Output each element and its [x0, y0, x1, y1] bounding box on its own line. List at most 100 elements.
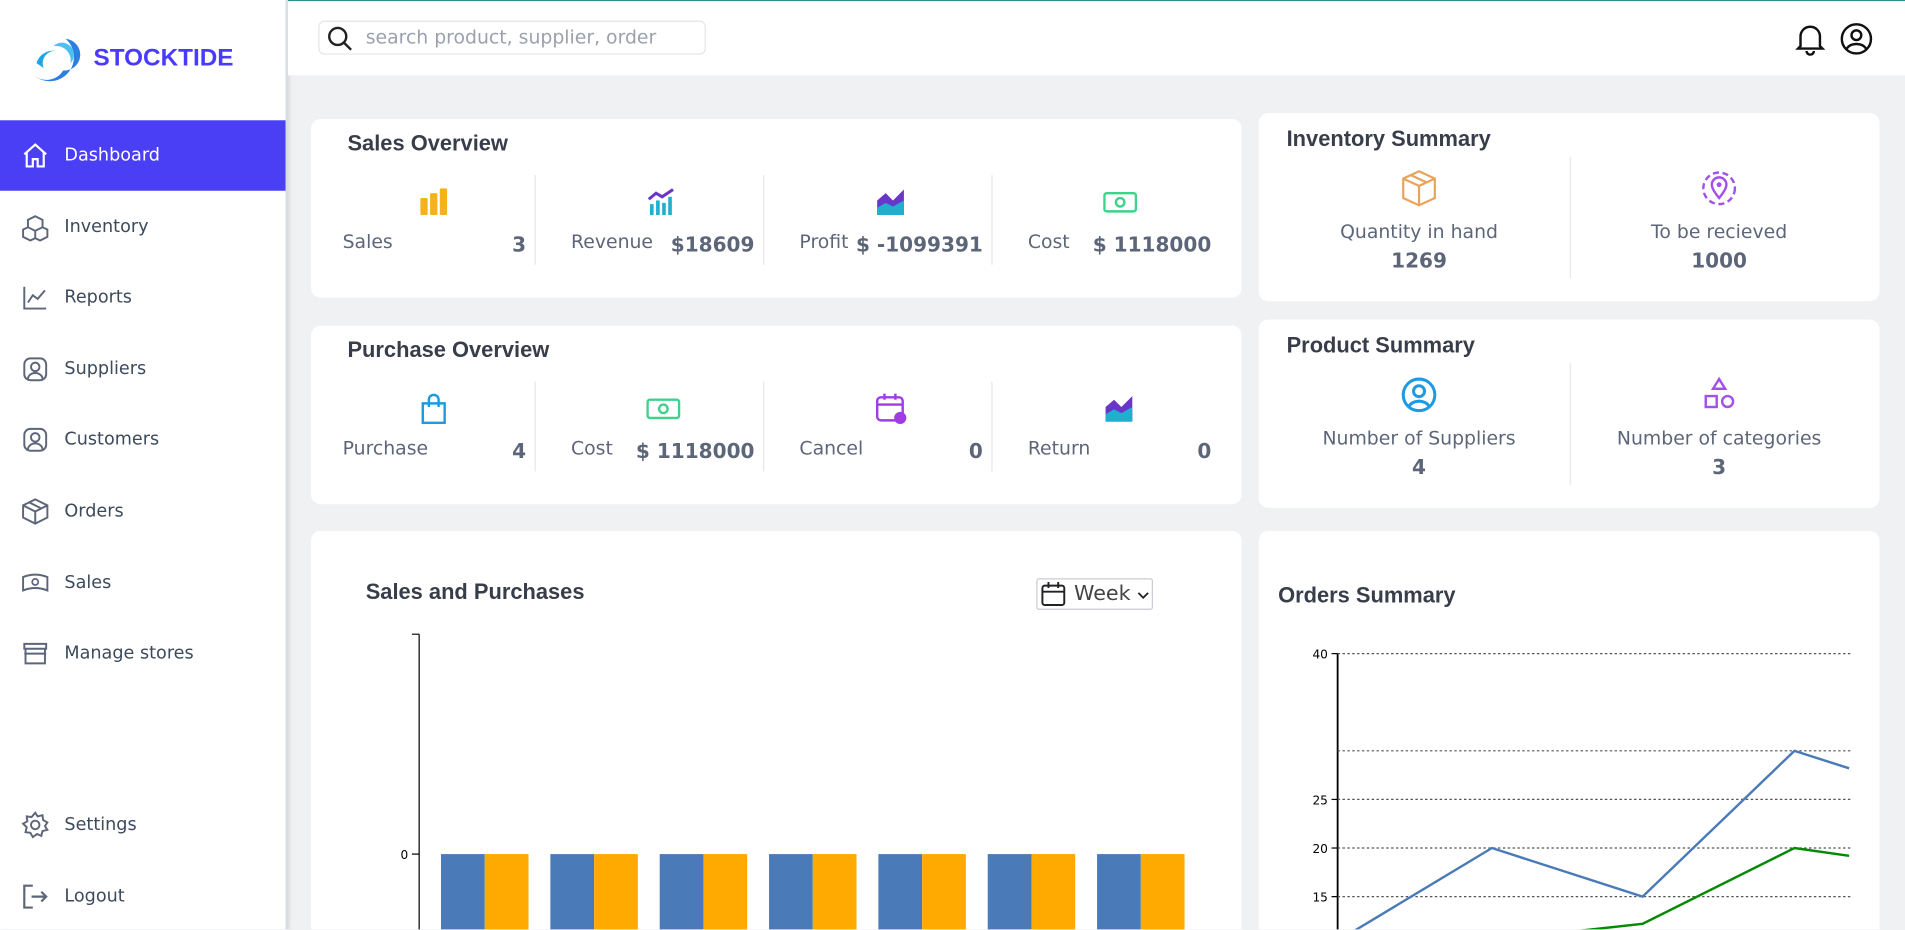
icon — [23, 357, 48, 381]
y-tick-label: 40 — [1312, 647, 1327, 661]
y-tick-label: 20 — [1312, 842, 1327, 856]
header: search product, supplier, order — [287, 1, 1905, 76]
nav-item[interactable]: Reports — [0, 263, 286, 333]
chart-card: Orders Summary 15 20 25 40 — [1258, 530, 1880, 930]
sidebar: STOCKTIDE Dashboard Inventory Reports Suppl… — [0, 0, 288, 930]
nav-label: Suppliers — [64, 359, 147, 379]
icon — [22, 573, 49, 592]
bar-purchase — [550, 854, 595, 930]
icon — [646, 398, 681, 420]
icon — [23, 883, 48, 909]
nav-label: Reports — [64, 288, 132, 308]
bar-purchase — [1097, 854, 1141, 930]
line-series — [1354, 749, 1850, 930]
icon — [23, 428, 48, 453]
stat-value: $ 1118000 — [1092, 233, 1212, 257]
icon — [1402, 170, 1436, 207]
stat-value: 3 — [1712, 455, 1727, 479]
search-box[interactable]: search product, supplier, order — [318, 20, 706, 55]
stat-label: Quantity in hand — [1340, 221, 1498, 243]
nav-item[interactable]: Logout — [0, 861, 286, 930]
nav-item[interactable]: Manage stores — [0, 619, 286, 689]
nav-item[interactable]: Customers — [0, 405, 286, 475]
y-tick-label: 15 — [1312, 890, 1327, 904]
stat-label: Return — [1027, 437, 1091, 460]
stat-label: To be recieved — [1651, 221, 1788, 243]
stat-value: 4 — [512, 439, 527, 463]
nav-label: Dashboard — [64, 145, 160, 166]
bar-purchase — [769, 854, 813, 930]
nav-item[interactable]: Sales — [0, 547, 286, 617]
icon — [421, 393, 446, 425]
stat-label: Sales — [342, 230, 393, 253]
line-chart: 15 20 25 40 — [1312, 647, 1851, 930]
bar-purchase — [659, 854, 704, 930]
bar-sales — [1140, 854, 1185, 930]
icon — [877, 189, 904, 216]
bell-icon[interactable] — [1794, 22, 1826, 56]
stat-label: Profit — [799, 230, 849, 253]
nav-item[interactable]: Suppliers — [0, 334, 286, 404]
nav-item[interactable]: Settings — [0, 790, 286, 860]
bar-purchase — [987, 854, 1032, 930]
stat-label: Number of Suppliers — [1322, 427, 1516, 450]
logo — [34, 38, 81, 82]
summary-card: Product Summary Number of Suppliers 4 Numbe… — [1258, 319, 1880, 508]
nav-label: Orders — [64, 501, 124, 522]
divider — [762, 381, 765, 472]
icon — [1702, 171, 1737, 206]
divider — [991, 174, 993, 265]
search-placeholder: search product, supplier, order — [365, 26, 657, 49]
divider — [1569, 156, 1571, 279]
card-title: Inventory Summary — [1286, 126, 1491, 151]
bar-sales — [1031, 854, 1076, 930]
stat-label: Cost — [1027, 230, 1070, 253]
nav-item[interactable]: Orders — [0, 476, 286, 546]
nav-label: Sales — [64, 572, 112, 593]
nav-item[interactable]: Inventory — [0, 191, 286, 261]
icon — [23, 286, 47, 310]
icon — [420, 188, 448, 216]
nav-label: Logout — [64, 886, 125, 906]
overview-card: Purchase Overview Purchase 4 Cost $ 1118000 C… — [311, 325, 1242, 505]
period-select[interactable]: Weekly — [1036, 578, 1153, 610]
divider — [762, 174, 765, 265]
stat-label: Number of categories — [1616, 427, 1822, 450]
nav-label: Customers — [64, 430, 160, 450]
icon — [22, 498, 49, 525]
stat-value: 4 — [1412, 455, 1426, 479]
divider — [1569, 363, 1571, 485]
bar-sales — [812, 854, 857, 930]
card-title: Product Summary — [1286, 332, 1475, 358]
card-title: Purchase Overview — [347, 337, 550, 363]
search-icon — [328, 26, 352, 51]
icon — [1041, 581, 1066, 607]
card-title: Sales Overview — [347, 131, 508, 156]
stat-value: 1269 — [1391, 249, 1447, 273]
profile-icon[interactable] — [1839, 22, 1873, 56]
nav-label: Inventory — [64, 216, 149, 237]
divider — [534, 174, 536, 265]
bar-purchase — [878, 854, 923, 930]
nav-item[interactable]: Dashboard — [0, 120, 286, 191]
stat-value: 1000 — [1691, 249, 1748, 273]
stat-value: 3 — [512, 233, 527, 257]
bar-chart: 0 — [400, 633, 1185, 930]
bar-sales — [594, 854, 638, 930]
icon — [23, 143, 47, 168]
y-tick-label: 25 — [1312, 793, 1327, 807]
divider — [534, 381, 536, 472]
stat-label: Cancel — [799, 437, 864, 460]
top-line — [0, 0, 1905, 2]
nav-label: Settings — [64, 815, 137, 835]
stat-value: $ 1118000 — [635, 439, 755, 463]
chart-title: Orders Summary — [1278, 583, 1456, 608]
nav-label: Manage stores — [64, 644, 194, 664]
icon — [22, 214, 49, 242]
stat-label: Purchase — [342, 437, 429, 460]
y-tick-label: 0 — [400, 848, 408, 862]
icon — [1137, 592, 1149, 600]
stat-value: 0 — [1197, 439, 1212, 463]
